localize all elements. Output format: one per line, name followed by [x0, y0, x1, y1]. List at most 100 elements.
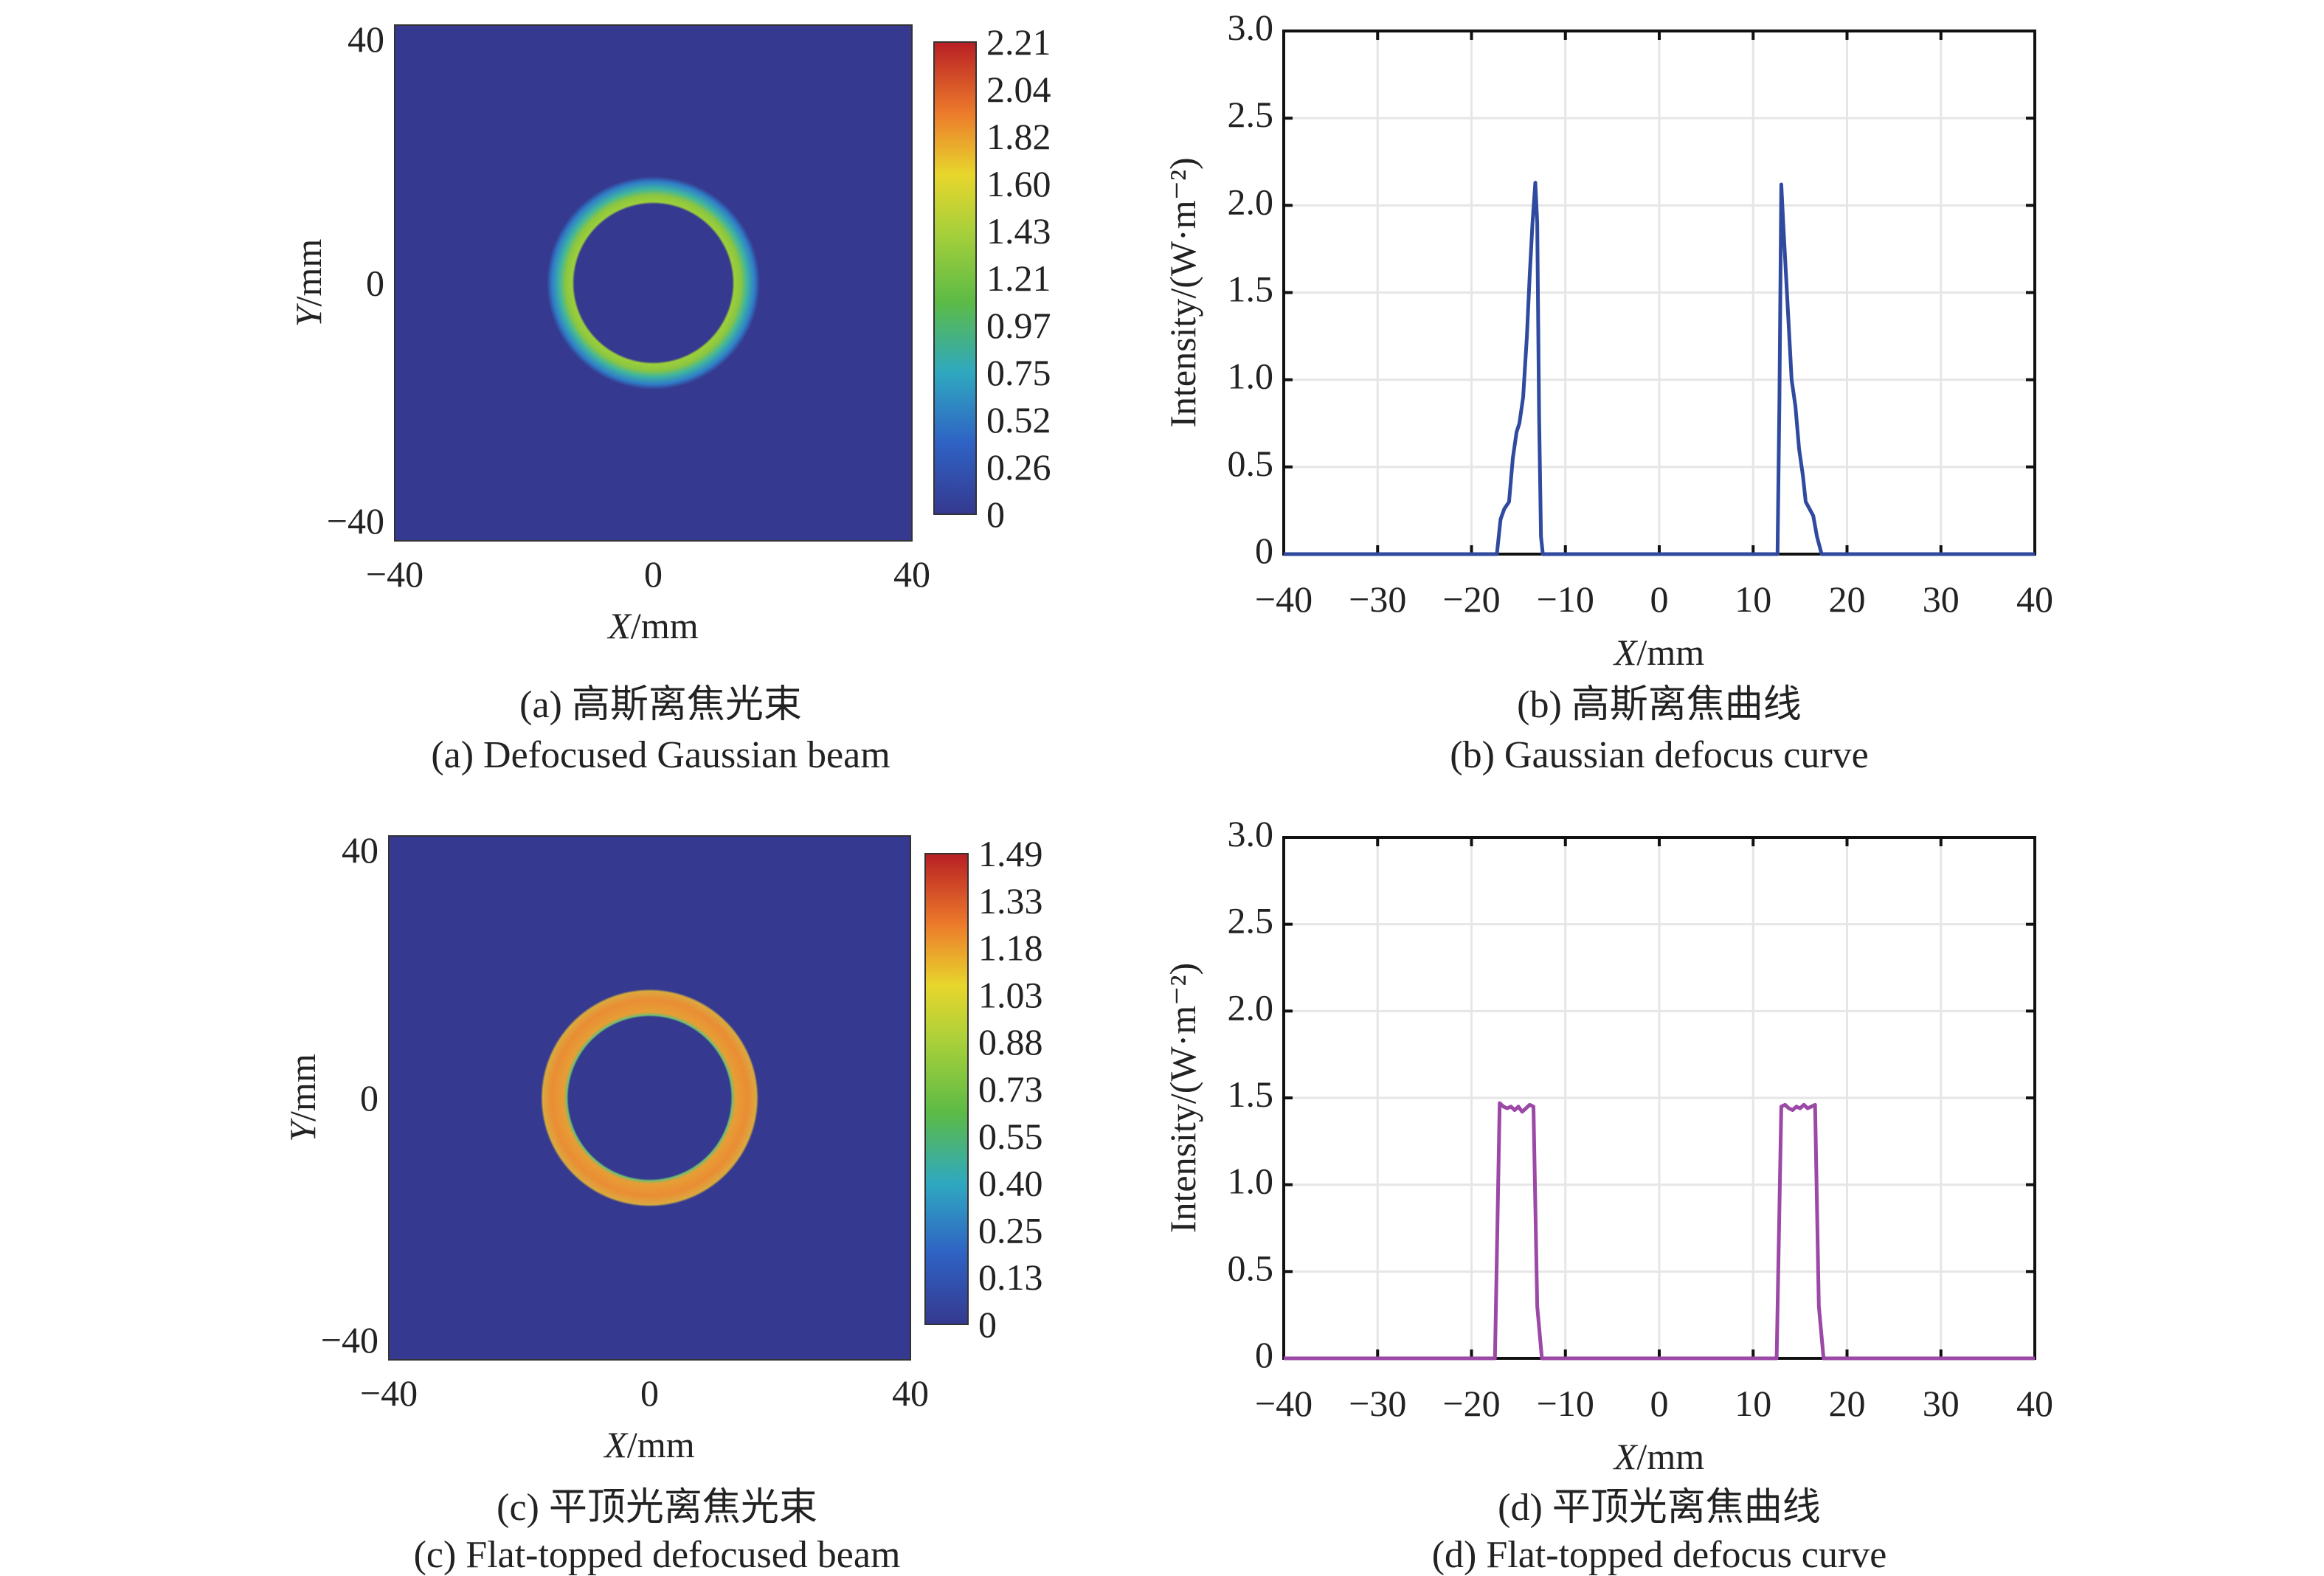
axis-label-variable: Y [288, 303, 329, 327]
x-tick-label: −10 [1537, 578, 1594, 620]
x-tick-label: 20 [1829, 1383, 1866, 1424]
x-axis-label: X/mm [1613, 1436, 1704, 1477]
colorbar-tick-label: 2.21 [986, 21, 1051, 63]
y-tick-label: 0 [360, 1077, 378, 1119]
colorbar-tick-label: 0.75 [986, 352, 1051, 393]
caption-chinese: (a) 高斯离焦光束 [519, 684, 802, 726]
x-tick-label: 10 [1735, 1383, 1771, 1424]
y-tick-label: 2.5 [1228, 94, 1274, 135]
colorbar-tick-label: 1.49 [978, 833, 1043, 874]
beam-ring [546, 176, 761, 390]
y-tick-label: 1.5 [1228, 269, 1274, 310]
x-tick-label: 0 [1650, 578, 1669, 620]
x-tick-label: −10 [1537, 1383, 1594, 1424]
axis-label-unit: /mm [1636, 1436, 1704, 1477]
caption-chinese: (c) 平顶光离焦光束 [497, 1487, 817, 1529]
colorbar-tick-label: 0 [978, 1304, 997, 1345]
y-tick-label: 2.0 [1228, 986, 1274, 1028]
data-series-line [1284, 181, 2035, 556]
y-axis-label: Intensity/(W·m⁻²) [1162, 963, 1203, 1233]
y-tick-label: 1.5 [1228, 1074, 1274, 1115]
y-axis-label: Intensity/(W·m⁻²) [1162, 157, 1203, 427]
caption-english: (b) Gaussian defocus curve [1450, 734, 1868, 776]
colorbar-tick-label: 1.18 [978, 927, 1043, 969]
colorbar-tick-label: 1.43 [986, 210, 1051, 252]
caption-chinese: (b) 高斯离焦曲线 [1517, 684, 1802, 726]
y-tick-label: 3.0 [1228, 813, 1274, 854]
x-tick-label: −20 [1442, 578, 1500, 620]
caption-english: (a) Defocused Gaussian beam [431, 734, 890, 776]
x-tick-label: 10 [1735, 578, 1771, 620]
axis-label-variable: X [606, 605, 632, 646]
colorbar-tick-label: 0.97 [986, 305, 1051, 346]
x-tick-label: −40 [1255, 1383, 1313, 1424]
axis-label-unit: /mm [631, 605, 699, 646]
y-tick-label: 2.5 [1228, 900, 1274, 941]
colorbar-tick-label: 0.26 [986, 446, 1051, 488]
x-tick-label: −30 [1349, 578, 1406, 620]
colorbar [924, 853, 969, 1325]
axis-label-unit: /mm [282, 1054, 323, 1121]
y-axis-label: Y/mm [288, 239, 329, 328]
colorbar-tick-label: 1.33 [978, 880, 1043, 922]
axis-label-unit: /mm [1636, 632, 1704, 673]
y-tick-label: 1.0 [1228, 1161, 1274, 1202]
x-tick-label: 40 [2016, 1383, 2053, 1424]
x-tick-label: −30 [1349, 1383, 1406, 1424]
y-axis-label: Y/mm [282, 1054, 323, 1142]
heatmap-frame [388, 835, 911, 1361]
x-tick-label: 30 [1923, 1383, 1960, 1424]
x-tick-label: 0 [644, 553, 663, 595]
beam-ring [540, 989, 759, 1207]
axis-label-variable: Y [282, 1118, 323, 1142]
colorbar-tick-label: 0.88 [978, 1021, 1043, 1062]
colorbar-tick-label: 1.03 [978, 974, 1043, 1015]
colorbar [933, 41, 977, 515]
caption-english: (d) Flat-topped defocus curve [1432, 1534, 1887, 1576]
axis-label-variable: X [1613, 632, 1639, 673]
x-tick-label: −40 [360, 1372, 418, 1414]
x-tick-label: 20 [1829, 578, 1866, 620]
colorbar-tick-label: 0.25 [978, 1209, 1043, 1251]
y-tick-label: 0.5 [1228, 1247, 1274, 1288]
y-tick-label: −40 [327, 500, 384, 542]
caption-english: (c) Flat-topped defocused beam [414, 1534, 901, 1576]
colorbar-tick-label: 0.40 [978, 1163, 1043, 1204]
y-tick-label: 0.5 [1228, 443, 1274, 484]
x-tick-label: 0 [640, 1372, 659, 1414]
x-tick-label: −40 [366, 553, 423, 595]
y-tick-label: 0 [366, 263, 384, 304]
colorbar-tick-label: 0.13 [978, 1257, 1043, 1298]
colorbar-tick-label: 1.21 [986, 258, 1051, 299]
x-tick-label: 40 [2016, 578, 2053, 620]
line-panel-b: −40 −30 −20 −10 0 10 20 30 40 0 0.5 1.0 1.5 2.0 2.5 3.0… [1162, 7, 2053, 776]
y-tick-label: 3.0 [1228, 7, 1274, 48]
colorbar-tick-label: 0 [986, 494, 1005, 535]
y-tick-label: 0 [1255, 1334, 1273, 1375]
axis-label-variable: X [603, 1424, 629, 1465]
x-tick-label: −20 [1442, 1383, 1500, 1424]
heatmap-panel-a: −40 0 40400−40X/mmY/mm2.212.041.821.601.43… [288, 18, 1051, 776]
y-tick-label: 1.0 [1228, 356, 1274, 397]
y-tick-label: 40 [342, 829, 378, 871]
y-tick-label: −40 [321, 1319, 378, 1361]
x-tick-label: 30 [1923, 578, 1960, 620]
x-axis-label: X/mm [606, 605, 698, 646]
line-panel-d: −40 −30 −20 −10 0 10 20 30 40 0 0.5 1.0 1.5 2.0 2.5 3.0… [1162, 813, 2053, 1576]
x-tick-label: 40 [893, 553, 930, 595]
colorbar-tick-label: 1.60 [986, 163, 1051, 204]
data-series-line [1284, 1101, 2035, 1361]
caption-chinese: (d) 平顶光离焦曲线 [1498, 1487, 1821, 1529]
x-axis-label: X/mm [1613, 632, 1704, 673]
x-tick-label: 0 [1650, 1383, 1669, 1424]
x-tick-label: −40 [1255, 578, 1313, 620]
y-tick-label: 40 [347, 18, 384, 60]
x-axis-label: X/mm [603, 1424, 694, 1465]
heatmap-panel-c: −40 0 40400−40X/mmY/mm1.491.331.181.030.88… [282, 829, 1043, 1576]
axis-label-variable: X [1613, 1436, 1639, 1477]
heatmap-frame [394, 24, 913, 542]
colorbar-tick-label: 1.82 [986, 116, 1051, 157]
axis-label-unit: /mm [288, 239, 329, 307]
y-tick-label: 0 [1255, 530, 1273, 571]
